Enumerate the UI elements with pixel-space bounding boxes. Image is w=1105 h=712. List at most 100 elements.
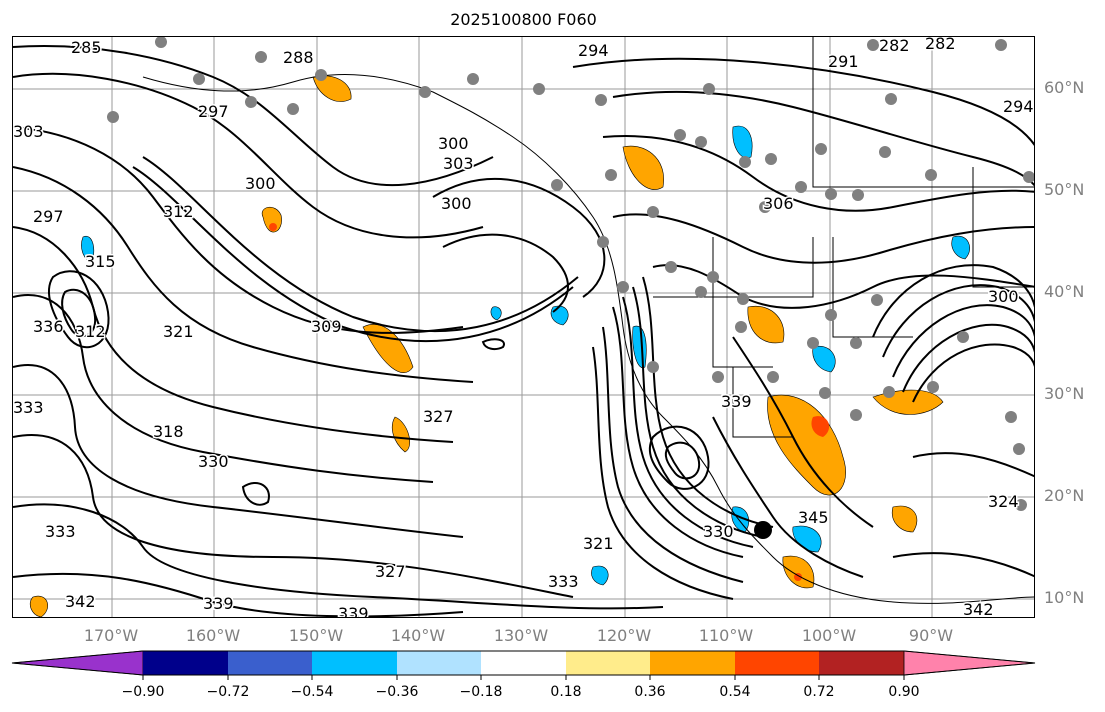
contour-label: 303 [13,122,44,141]
station-dot [815,143,827,155]
station-dot [737,293,749,305]
colorbar-label: 0.90 [888,684,920,700]
contour-line [442,233,569,313]
station-dot [765,153,777,165]
colorbar-segment [566,651,650,675]
colorbar-label: −0.72 [206,684,250,700]
colorbar-segment [397,651,481,675]
contour-label: 285 [71,38,102,57]
contour-line [602,135,1034,212]
colorbar-label: −0.18 [459,684,503,700]
station-dot [595,94,607,106]
lat-label-30n: 30°N [1044,384,1085,403]
contour-line [13,572,464,617]
lat-label-40n: 40°N [1044,282,1085,301]
contour-label: 339 [338,604,369,618]
contour-label: 309 [311,317,342,336]
contour-label: 315 [85,252,116,271]
station-dot [255,51,267,63]
station-dot [712,371,724,383]
contour-line [912,343,1034,403]
contour-label: 339 [203,594,234,613]
station-dot [707,271,719,283]
station-dot [695,286,707,298]
map-panel[interactable]: 285 288 294 291 282 282 300 303 300 300 … [12,36,1035,618]
colorbar-segment [228,651,312,675]
shade-blob [767,394,846,496]
station-dot [767,371,779,383]
station-dot [885,93,897,105]
contour-line [572,57,1034,146]
shade-blob [622,145,664,190]
station-dot [617,281,629,293]
station-dot [605,169,617,181]
colorbar-label: 0.36 [634,684,666,700]
station-dot [315,69,327,81]
contour-line [622,296,754,548]
map-title: 2025100800 F060 [450,10,597,29]
border-line [832,237,913,338]
shade-blob [490,306,502,321]
shade-blob [591,565,609,586]
map-canvas[interactable]: 285 288 294 291 282 282 300 303 300 300 … [13,37,1035,618]
coastline [142,74,1034,604]
lat-label-20n: 20°N [1044,486,1085,505]
station-dot [850,409,862,421]
shade-blob [782,555,815,589]
contour-line [602,326,744,583]
contour-line [652,264,1034,309]
contour-line [612,306,744,558]
station-dot [807,337,819,349]
contour-line [13,45,494,187]
station-dot [739,156,751,168]
contour-label: 282 [925,37,956,53]
shade-blob [732,125,753,159]
lon-label-120w: 120°W [596,626,652,645]
contour-label: 342 [963,600,994,618]
lat-label-10n: 10°N [1044,588,1085,607]
contour-label: 318 [153,422,184,441]
contour-line [13,434,574,598]
contour-label: 321 [163,322,194,341]
border-line [812,37,1034,188]
station-dot [665,261,677,273]
colorbar-label: 0.54 [719,684,751,700]
colorbar-label: −0.90 [121,684,165,700]
station-dot [871,294,883,306]
shade-blob [792,525,822,553]
contour-line [592,346,734,600]
contour-label: 321 [583,534,614,553]
shade-blob [951,235,970,260]
station-dot [551,179,563,191]
contour-label: 327 [423,407,454,426]
border-line [653,296,773,368]
station-dot [1013,443,1025,455]
contour-line [902,323,1034,393]
contour-line [642,276,774,528]
contour-line [13,364,464,538]
contour-label: 339 [721,392,752,411]
contour-line [142,156,579,333]
station-dot [703,83,715,95]
contour-line [13,503,664,610]
station-dot [850,337,862,349]
contour-line [872,264,1034,338]
shade-blob [812,345,836,373]
contour-label: 330 [198,452,229,471]
contour-line [892,552,1034,578]
station-dot [925,169,937,181]
contour-line [13,226,454,443]
lon-label-130w: 130°W [493,626,549,645]
contour-line [882,284,1034,358]
contour-line [664,441,701,480]
colorbar-segment [143,651,228,675]
station-dot [759,201,771,213]
contour-label: 303 [443,154,474,173]
shade-blob [811,416,830,437]
station-dot [1005,411,1017,423]
contour-label: 312 [163,202,194,221]
lon-label-170w: 170°W [83,626,139,645]
colorbar-segment [11,650,144,676]
station-dot [695,136,707,148]
station-dot [674,129,686,141]
